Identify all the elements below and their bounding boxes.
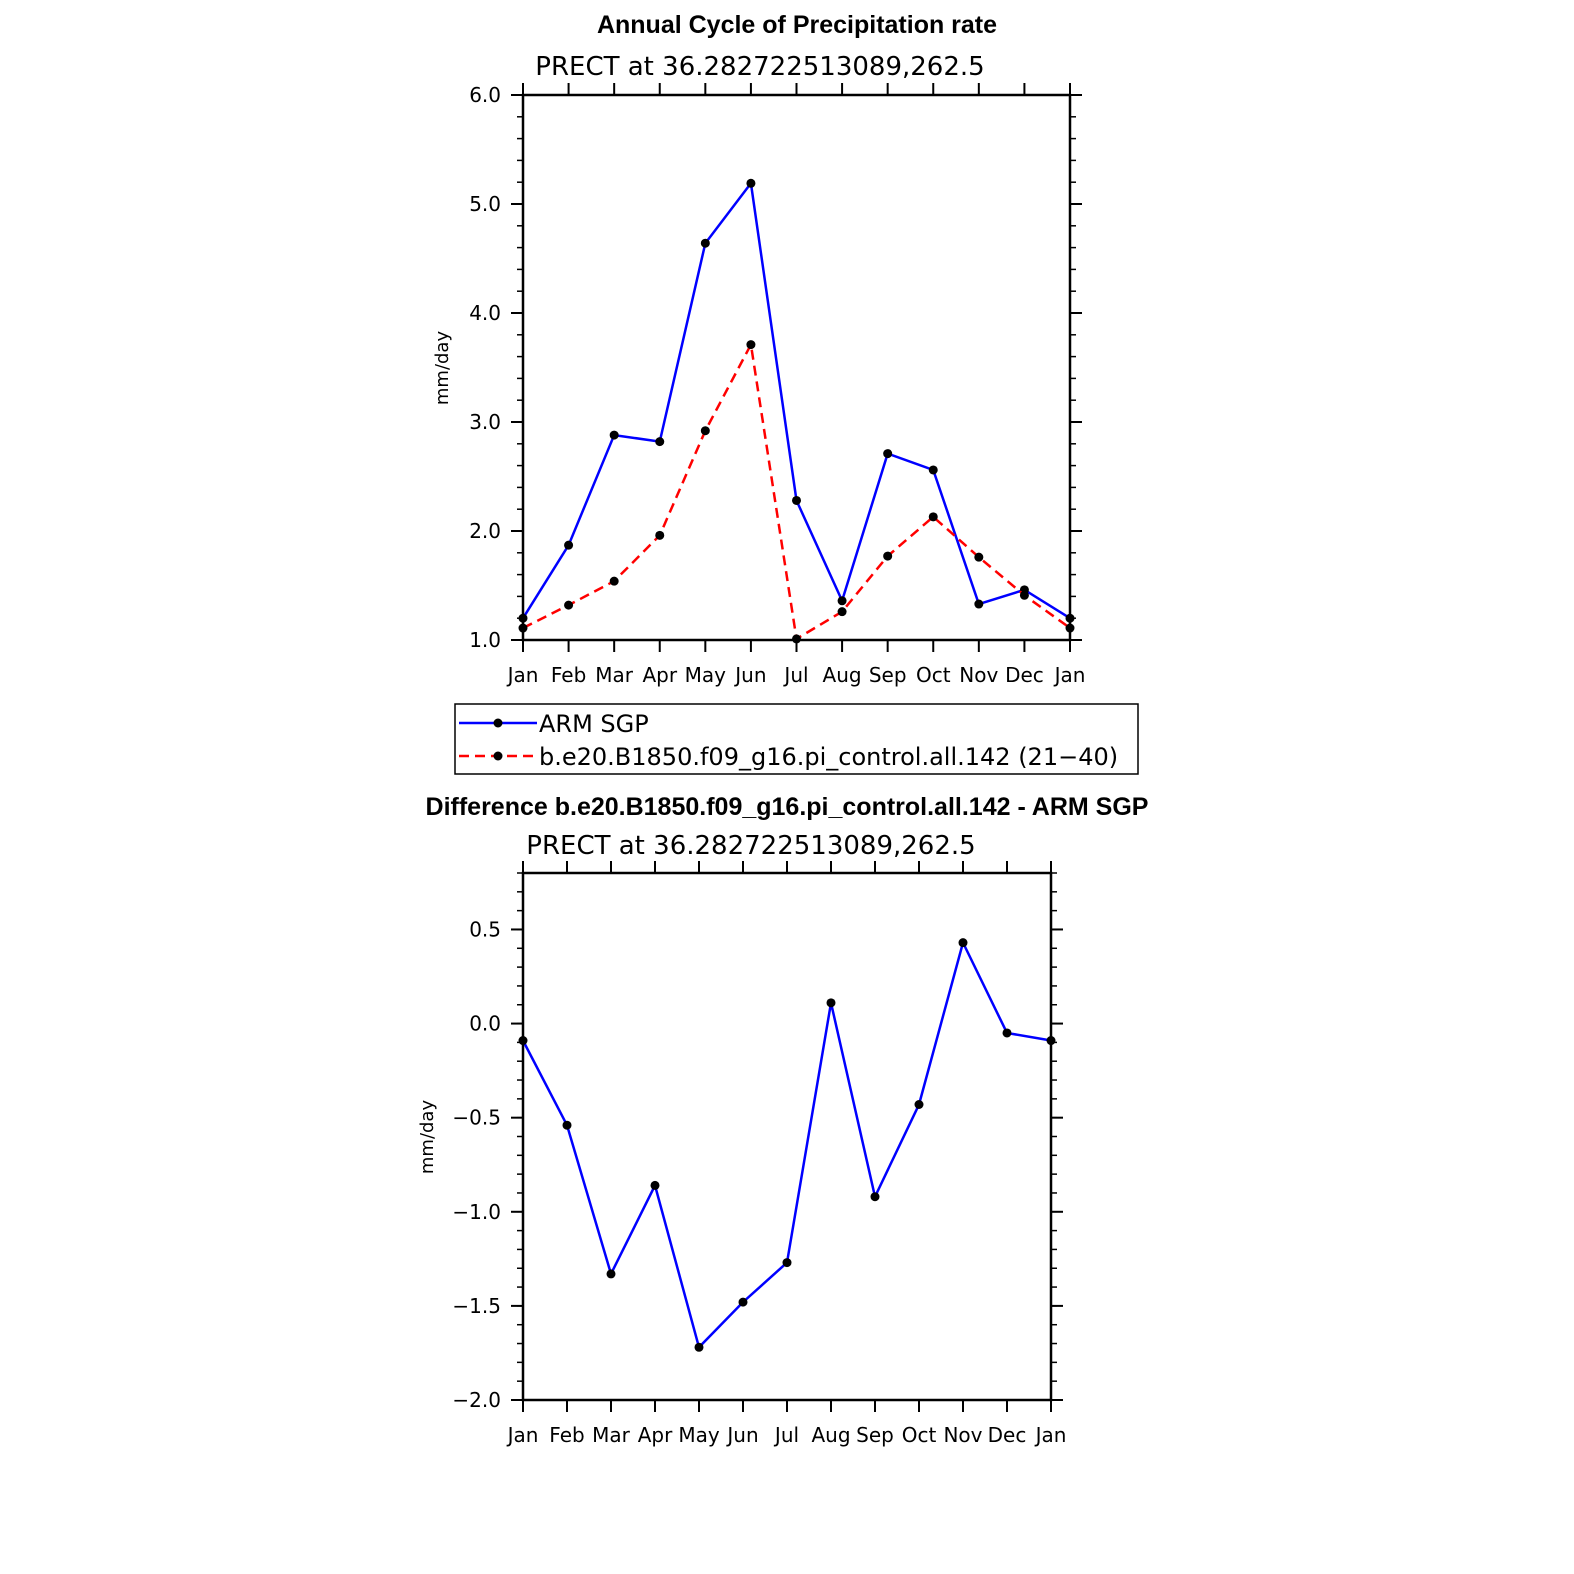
data-point xyxy=(694,1342,704,1352)
plot-frame xyxy=(521,93,1072,642)
y-tick-label: 1.0 xyxy=(469,628,501,652)
data-point xyxy=(792,634,801,644)
y-tick-label: 0.5 xyxy=(469,917,501,941)
series-line-0 xyxy=(521,939,1052,1350)
data-point xyxy=(518,1036,528,1046)
data-point xyxy=(928,512,938,522)
y-tick-label: 0.0 xyxy=(469,1012,501,1036)
data-point xyxy=(700,426,710,436)
chart-title: Annual Cycle of Precipitation rate xyxy=(597,11,997,39)
data-point xyxy=(958,938,968,948)
x-tick-label: Aug xyxy=(811,1423,850,1447)
y-axis-label: mm/day xyxy=(432,331,453,406)
data-point xyxy=(746,340,756,350)
series-line-0 xyxy=(521,180,1071,620)
y-tick-label: −1.5 xyxy=(452,1294,501,1318)
legend-label-arm-sgp: ARM SGP xyxy=(539,710,649,738)
data-point xyxy=(564,540,574,550)
legend-box xyxy=(454,703,1139,775)
data-point xyxy=(914,1100,924,1110)
legend-label-model: b.e20.B1850.f09_g16.pi_control.all.142 (… xyxy=(539,743,1118,771)
x-tick-label: Jan xyxy=(1053,663,1086,687)
x-tick-label: Dec xyxy=(1005,663,1044,687)
data-point xyxy=(1065,613,1075,623)
data-point xyxy=(518,623,528,633)
series-layer xyxy=(518,938,1056,1352)
x-tick-label: Apr xyxy=(638,1423,673,1447)
data-point xyxy=(870,1192,880,1202)
x-tick-label: Nov xyxy=(943,1423,982,1447)
data-point xyxy=(700,238,710,248)
chart-subtitle: PRECT at 36.282722513089,262.5 xyxy=(535,52,984,82)
x-tick-label: Oct xyxy=(916,663,951,687)
x-tick-label: Oct xyxy=(902,1423,937,1447)
data-point xyxy=(1065,623,1075,633)
data-point xyxy=(826,998,836,1008)
data-point xyxy=(609,576,619,586)
data-point xyxy=(606,1269,616,1279)
data-point xyxy=(746,178,756,188)
y-tick-label: −1.0 xyxy=(452,1200,501,1224)
legend: ARM SGP b.e20.B1850.f09_g16.pi_control.a… xyxy=(454,703,1139,775)
y-tick-label: 5.0 xyxy=(469,192,501,216)
data-point xyxy=(928,465,938,475)
data-point xyxy=(655,437,665,447)
x-tick-label: Mar xyxy=(592,1423,631,1447)
data-point xyxy=(738,1297,748,1307)
x-tick-label: Jun xyxy=(725,1423,758,1447)
data-point xyxy=(1046,1036,1056,1046)
data-point xyxy=(837,607,847,617)
legend-marker-model xyxy=(493,751,503,761)
data-point xyxy=(974,552,984,562)
data-point xyxy=(518,613,528,623)
x-tick-label: Mar xyxy=(595,663,634,687)
y-tick-label: −2.0 xyxy=(452,1388,501,1412)
data-point xyxy=(1002,1028,1012,1038)
y-tick-label: 4.0 xyxy=(469,301,501,325)
data-point xyxy=(883,551,893,561)
data-point xyxy=(792,495,801,505)
data-point xyxy=(564,600,574,610)
axes: Jan Feb Mar Apr May Jun Jul Aug Sep Oct Nov Dec Jan−… xyxy=(452,861,1066,1447)
chart-subtitle: PRECT at 36.282722513089,262.5 xyxy=(526,831,975,861)
x-tick-label: Jan xyxy=(506,1423,539,1447)
data-point xyxy=(650,1180,660,1190)
annual-cycle-chart: Annual Cycle of Precipitation rate PRECT… xyxy=(432,11,1085,687)
x-tick-label: Apr xyxy=(642,663,677,687)
x-tick-label: Sep xyxy=(856,1423,894,1447)
x-tick-label: May xyxy=(685,663,727,687)
x-tick-label: Jan xyxy=(1034,1423,1067,1447)
x-tick-label: Sep xyxy=(869,663,907,687)
y-tick-label: 6.0 xyxy=(469,83,501,107)
x-tick-label: Jun xyxy=(733,663,766,687)
data-point xyxy=(837,596,847,606)
legend-marker-arm-sgp xyxy=(493,718,503,728)
x-tick-label: May xyxy=(678,1423,720,1447)
y-axis-label: mm/day xyxy=(417,1100,438,1175)
data-point xyxy=(974,599,984,609)
data-point xyxy=(782,1258,792,1268)
data-point xyxy=(1019,590,1029,600)
difference-chart: Difference b.e20.B1850.f09_g16.pi_contro… xyxy=(417,793,1148,1447)
x-tick-label: Aug xyxy=(823,663,862,687)
x-tick-label: Dec xyxy=(988,1423,1027,1447)
series-layer xyxy=(518,178,1075,644)
x-tick-label: Feb xyxy=(549,1423,584,1447)
data-point xyxy=(655,530,665,540)
chart-title: Difference b.e20.B1850.f09_g16.pi_contro… xyxy=(426,793,1149,821)
data-point xyxy=(883,449,893,459)
y-tick-label: 3.0 xyxy=(469,410,501,434)
data-point xyxy=(609,430,619,440)
plot-frame xyxy=(521,871,1053,1402)
x-tick-label: Nov xyxy=(959,663,998,687)
y-tick-label: 2.0 xyxy=(469,519,501,543)
axes: Jan Feb Mar Apr May Jun Jul Aug Sep Oct Nov Dec Jan1… xyxy=(469,83,1085,687)
x-tick-label: Feb xyxy=(551,663,586,687)
x-tick-label: Jan xyxy=(506,663,539,687)
x-tick-label: Jul xyxy=(773,1423,799,1447)
data-point xyxy=(562,1120,572,1130)
y-tick-label: −0.5 xyxy=(452,1106,501,1130)
x-tick-label: Jul xyxy=(782,663,808,687)
